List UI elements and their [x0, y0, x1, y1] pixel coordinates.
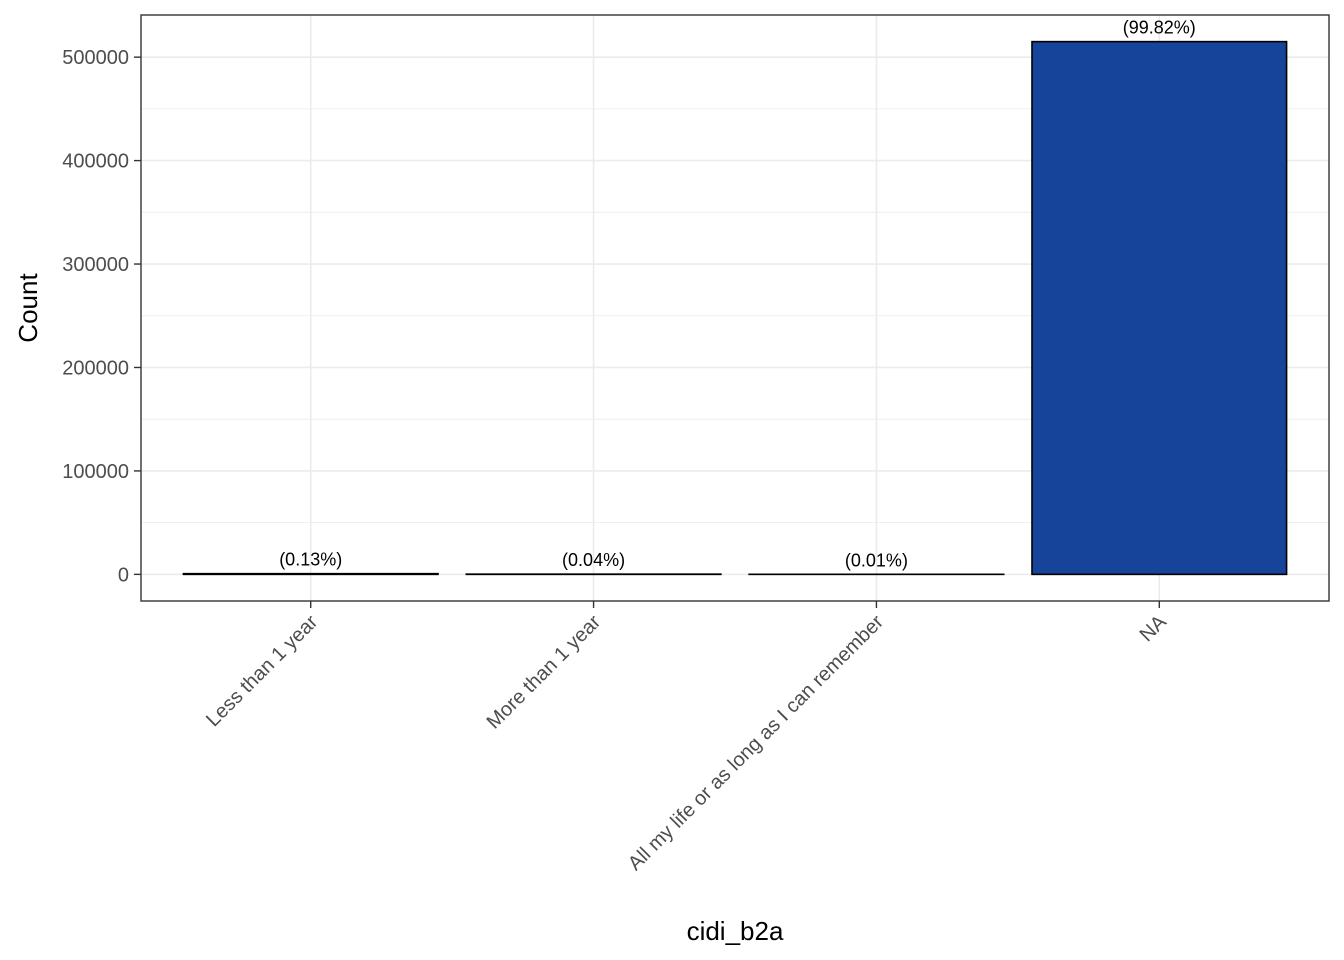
bar-labels: (0.13%) (0.04%) (0.01%) (99.82%) — [279, 18, 1196, 571]
bar — [1031, 40, 1288, 576]
y-axis-title: Count — [13, 273, 43, 343]
y-tick-label: 300000 — [62, 254, 129, 276]
y-tick-label: 100000 — [62, 461, 129, 483]
bar-data-label: (0.04%) — [562, 550, 625, 570]
bar-data-label: (0.13%) — [279, 550, 342, 570]
y-tick-label: 500000 — [62, 47, 129, 69]
bars — [182, 40, 1288, 576]
bar-data-label: (0.01%) — [845, 550, 908, 570]
bar-data-label: (99.82%) — [1123, 18, 1196, 38]
x-axis-title: cidi_b2a — [687, 916, 784, 946]
bar — [182, 572, 439, 576]
y-tick-label: 400000 — [62, 151, 129, 173]
y-tick-label: 200000 — [62, 357, 129, 379]
y-tick-label: 0 — [118, 564, 129, 586]
y-axis-ticks: 0 100000 200000 300000 400000 500000 — [62, 47, 141, 586]
panel-border — [140, 14, 1330, 602]
